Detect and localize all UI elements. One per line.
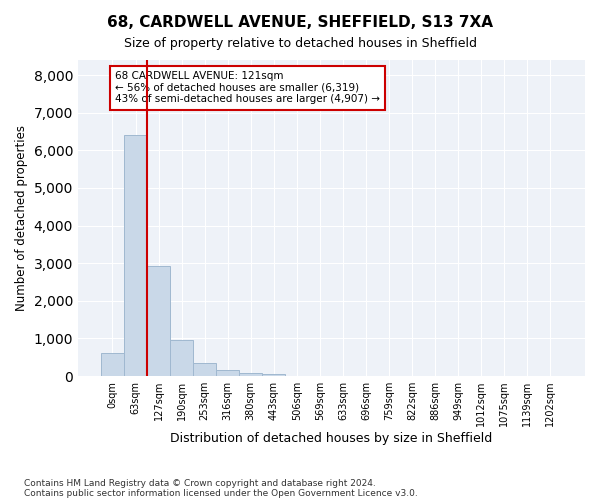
Text: Contains HM Land Registry data © Crown copyright and database right 2024.: Contains HM Land Registry data © Crown c… [24, 478, 376, 488]
Y-axis label: Number of detached properties: Number of detached properties [15, 125, 28, 311]
Text: 68 CARDWELL AVENUE: 121sqm
← 56% of detached houses are smaller (6,319)
43% of s: 68 CARDWELL AVENUE: 121sqm ← 56% of deta… [115, 72, 380, 104]
Bar [124, 136, 147, 376]
Bar [170, 340, 193, 376]
Bar [262, 374, 286, 376]
Bar [147, 266, 170, 376]
Text: 68, CARDWELL AVENUE, SHEFFIELD, S13 7XA: 68, CARDWELL AVENUE, SHEFFIELD, S13 7XA [107, 15, 493, 30]
Bar [193, 362, 216, 376]
Bar [101, 353, 124, 376]
Bar [239, 373, 262, 376]
Text: Size of property relative to detached houses in Sheffield: Size of property relative to detached ho… [124, 38, 476, 51]
X-axis label: Distribution of detached houses by size in Sheffield: Distribution of detached houses by size … [170, 432, 493, 445]
Bar [216, 370, 239, 376]
Text: Contains public sector information licensed under the Open Government Licence v3: Contains public sector information licen… [24, 488, 418, 498]
